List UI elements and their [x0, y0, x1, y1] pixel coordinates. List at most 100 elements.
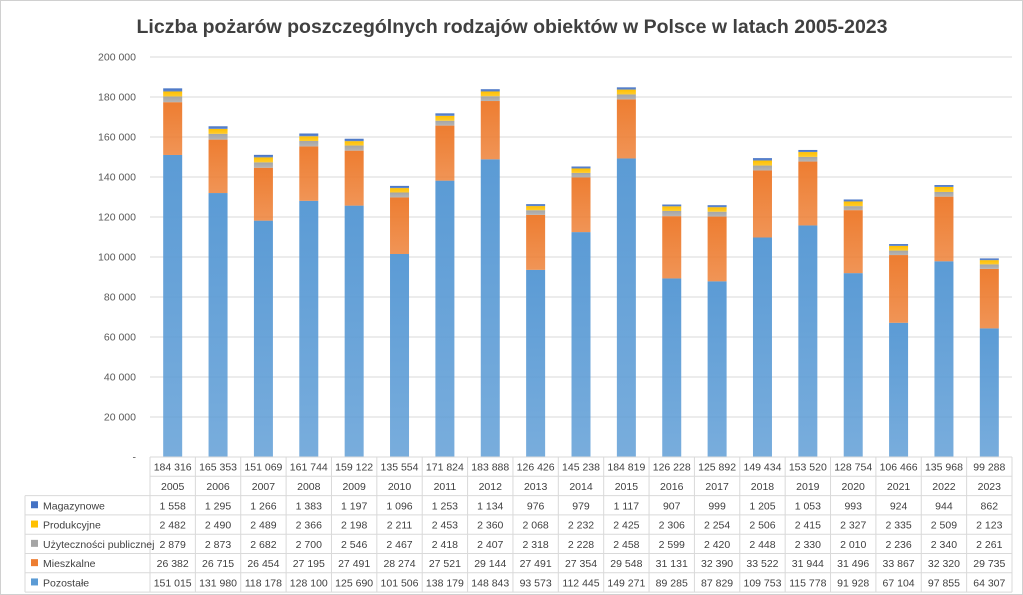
legend-swatch [31, 578, 38, 586]
total-label: 159 122 [335, 462, 373, 474]
data-label: 999 [708, 500, 726, 512]
bar-segment [344, 138, 364, 142]
x-tick-label: 2014 [569, 481, 593, 493]
data-label: 26 715 [202, 558, 234, 570]
data-label: 33 867 [883, 558, 915, 570]
data-label: 149 271 [607, 577, 645, 589]
x-tick-label: 2023 [978, 481, 1002, 493]
x-tick-label: 2012 [479, 481, 503, 493]
data-label: 2 366 [296, 520, 322, 532]
data-label: 29 735 [973, 558, 1005, 570]
bar-segment [435, 125, 455, 181]
data-label: 2 228 [568, 539, 594, 551]
bar-segment [435, 113, 455, 116]
data-label: 1 096 [386, 500, 412, 512]
bar-segment [798, 156, 818, 162]
y-tick-label: 40 000 [104, 372, 136, 384]
bar-segment [253, 167, 273, 221]
bar-segment [979, 258, 999, 261]
total-label: 171 824 [426, 462, 464, 474]
total-label: 106 466 [880, 462, 918, 474]
x-tick-label: 2009 [342, 481, 366, 493]
data-label: 2 306 [659, 520, 685, 532]
total-label: 165 353 [199, 462, 237, 474]
bar-segment [979, 260, 999, 265]
bar-segment [843, 273, 863, 457]
data-label: 2 682 [250, 539, 276, 551]
data-label: 2 482 [160, 520, 186, 532]
x-tick-label: 2007 [252, 481, 276, 493]
y-tick-label: 20 000 [104, 412, 136, 424]
legend-swatch [31, 559, 38, 567]
total-label: 184 819 [607, 462, 645, 474]
bar-segment [662, 206, 682, 211]
bar-segment [798, 152, 818, 157]
data-label: 924 [890, 500, 908, 512]
bar-segment [934, 191, 954, 197]
data-label: 1 266 [250, 500, 276, 512]
data-label: 2 318 [522, 539, 548, 551]
data-label: 2 211 [387, 520, 413, 532]
bar-segment [480, 101, 500, 160]
data-label: 2 490 [205, 520, 231, 532]
total-label: 135 554 [381, 462, 419, 474]
data-label: 1 134 [477, 500, 503, 512]
legend-swatch [31, 520, 38, 528]
bar-segment [253, 154, 273, 158]
data-label: 1 197 [341, 500, 367, 512]
data-label: 97 855 [928, 577, 960, 589]
bar-segment [299, 133, 319, 137]
total-label: 183 888 [471, 462, 509, 474]
bar-segment [889, 250, 909, 256]
bar-segment [889, 255, 909, 323]
data-label: 1 383 [296, 500, 322, 512]
bar-segment [843, 210, 863, 274]
data-label: 138 179 [426, 577, 464, 589]
bar-segment [798, 149, 818, 153]
data-label: 1 117 [614, 500, 640, 512]
data-label: 2 198 [341, 520, 367, 532]
data-label: 28 274 [383, 558, 415, 570]
bar-segment [526, 214, 546, 270]
bar-segment [752, 160, 772, 166]
data-label: 31 944 [792, 558, 824, 570]
data-label: 125 690 [335, 577, 373, 589]
data-label: 2 458 [613, 539, 639, 551]
bar-segment [163, 102, 183, 155]
data-label: 32 320 [928, 558, 960, 570]
bar-segment [934, 196, 954, 262]
bar-segment [390, 188, 410, 193]
bar-segment [934, 185, 954, 187]
bar-segment [253, 157, 273, 163]
bar-segment [889, 244, 909, 246]
bar-segment [707, 281, 727, 457]
data-label: 27 491 [520, 558, 552, 570]
bar-segment [798, 225, 818, 457]
chart-title: Liczba pożarów poszczególnych rodzajów o… [137, 16, 888, 38]
bar-segment [480, 89, 500, 92]
bar-segment [571, 168, 591, 173]
total-label: 126 426 [517, 462, 555, 474]
bar-segment [752, 237, 772, 457]
data-label: 2 261 [976, 539, 1002, 551]
x-tick-label: 2022 [932, 481, 956, 493]
y-tick-label: 180 000 [98, 92, 136, 104]
data-label: 93 573 [520, 577, 552, 589]
data-label: 2 330 [795, 539, 821, 551]
y-tick-label: 160 000 [98, 132, 136, 144]
y-tick-label: 200 000 [98, 52, 136, 64]
bar-segment [616, 87, 636, 90]
bar-segment [526, 204, 546, 207]
bar-segment [435, 120, 455, 126]
data-label: 151 015 [154, 577, 192, 589]
legend-label: Pozostałe [43, 577, 89, 589]
bar-segment [526, 269, 546, 457]
total-label: 125 892 [698, 462, 736, 474]
bar-segment [526, 210, 546, 215]
bar-segment [299, 200, 319, 458]
data-label: 2 407 [477, 539, 503, 551]
total-label: 149 434 [743, 462, 781, 474]
bar-segment [571, 166, 591, 169]
data-label: 64 307 [973, 577, 1005, 589]
data-label: 27 354 [565, 558, 597, 570]
